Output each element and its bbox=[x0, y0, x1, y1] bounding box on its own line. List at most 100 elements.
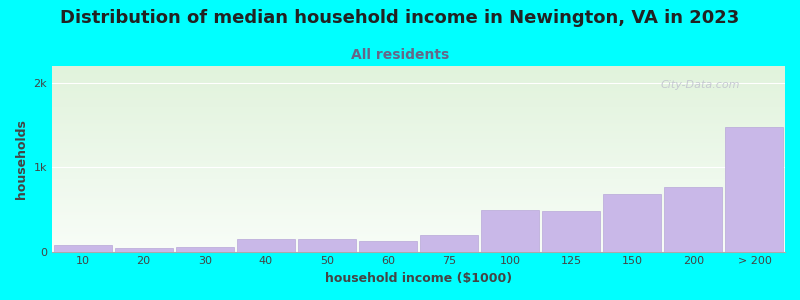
Bar bbox=[52, 226, 785, 227]
Bar bbox=[52, 249, 785, 250]
Bar bbox=[52, 160, 785, 162]
Bar bbox=[52, 242, 785, 243]
Bar bbox=[237, 238, 295, 252]
Bar bbox=[52, 189, 785, 190]
Bar bbox=[52, 110, 785, 112]
Bar bbox=[52, 247, 785, 248]
Bar bbox=[52, 223, 785, 224]
Bar bbox=[52, 186, 785, 187]
Bar bbox=[52, 125, 785, 126]
Bar bbox=[52, 112, 785, 113]
Bar bbox=[52, 128, 785, 129]
Bar bbox=[52, 137, 785, 138]
Bar bbox=[176, 248, 234, 252]
Bar bbox=[52, 238, 785, 239]
Bar bbox=[52, 135, 785, 136]
Bar bbox=[52, 205, 785, 206]
Bar bbox=[52, 163, 785, 164]
Bar bbox=[52, 239, 785, 240]
Bar bbox=[52, 227, 785, 228]
Bar bbox=[52, 196, 785, 197]
Bar bbox=[52, 95, 785, 96]
Bar bbox=[52, 72, 785, 73]
Bar bbox=[52, 82, 785, 83]
Bar bbox=[52, 146, 785, 147]
Bar bbox=[726, 127, 783, 252]
Text: All residents: All residents bbox=[351, 48, 449, 62]
Bar bbox=[52, 208, 785, 209]
Bar bbox=[52, 79, 785, 80]
Bar bbox=[52, 85, 785, 86]
Bar bbox=[52, 224, 785, 225]
Bar bbox=[52, 229, 785, 230]
Bar bbox=[52, 191, 785, 192]
Bar bbox=[114, 248, 173, 252]
Bar bbox=[52, 150, 785, 152]
Bar bbox=[52, 138, 785, 139]
Bar bbox=[52, 246, 785, 247]
Bar bbox=[52, 176, 785, 177]
Bar bbox=[52, 123, 785, 124]
Bar bbox=[52, 228, 785, 229]
Bar bbox=[52, 155, 785, 156]
Bar bbox=[52, 235, 785, 236]
Bar bbox=[52, 177, 785, 178]
Bar bbox=[52, 203, 785, 204]
Bar bbox=[52, 77, 785, 78]
Bar bbox=[52, 140, 785, 141]
Y-axis label: households: households bbox=[15, 119, 28, 199]
Bar bbox=[52, 94, 785, 95]
Bar bbox=[52, 174, 785, 175]
Bar bbox=[664, 187, 722, 252]
Bar bbox=[52, 149, 785, 150]
Bar bbox=[52, 183, 785, 184]
Bar bbox=[52, 116, 785, 117]
Bar bbox=[52, 181, 785, 182]
Bar bbox=[52, 68, 785, 69]
Bar bbox=[52, 202, 785, 203]
Bar bbox=[52, 70, 785, 72]
Bar bbox=[52, 179, 785, 180]
Bar bbox=[52, 172, 785, 173]
Bar bbox=[52, 251, 785, 252]
Bar bbox=[52, 207, 785, 208]
Bar bbox=[52, 85, 785, 86]
Bar bbox=[52, 66, 785, 67]
Bar bbox=[52, 180, 785, 181]
Bar bbox=[52, 218, 785, 219]
Bar bbox=[52, 156, 785, 157]
Bar bbox=[52, 129, 785, 130]
Bar bbox=[52, 126, 785, 127]
Bar bbox=[52, 157, 785, 158]
Bar bbox=[52, 142, 785, 143]
Bar bbox=[52, 122, 785, 123]
Bar bbox=[52, 171, 785, 172]
Bar bbox=[52, 115, 785, 116]
Bar bbox=[52, 152, 785, 153]
Bar bbox=[52, 83, 785, 84]
Bar bbox=[52, 232, 785, 233]
Bar bbox=[52, 194, 785, 195]
Bar bbox=[52, 209, 785, 210]
Bar bbox=[298, 239, 356, 252]
Bar bbox=[52, 202, 785, 203]
Bar bbox=[52, 195, 785, 196]
Bar bbox=[52, 230, 785, 231]
Bar bbox=[52, 198, 785, 199]
Bar bbox=[54, 245, 111, 252]
Bar bbox=[52, 185, 785, 186]
Bar bbox=[52, 101, 785, 102]
Bar bbox=[52, 103, 785, 104]
Bar bbox=[52, 86, 785, 87]
Bar bbox=[52, 102, 785, 103]
Bar bbox=[52, 89, 785, 90]
Bar bbox=[52, 124, 785, 125]
Bar bbox=[52, 192, 785, 193]
Bar bbox=[52, 182, 785, 183]
Bar bbox=[52, 204, 785, 205]
Bar bbox=[52, 210, 785, 211]
Bar bbox=[52, 250, 785, 251]
Bar bbox=[52, 238, 785, 239]
Bar bbox=[52, 97, 785, 98]
Bar bbox=[52, 69, 785, 70]
